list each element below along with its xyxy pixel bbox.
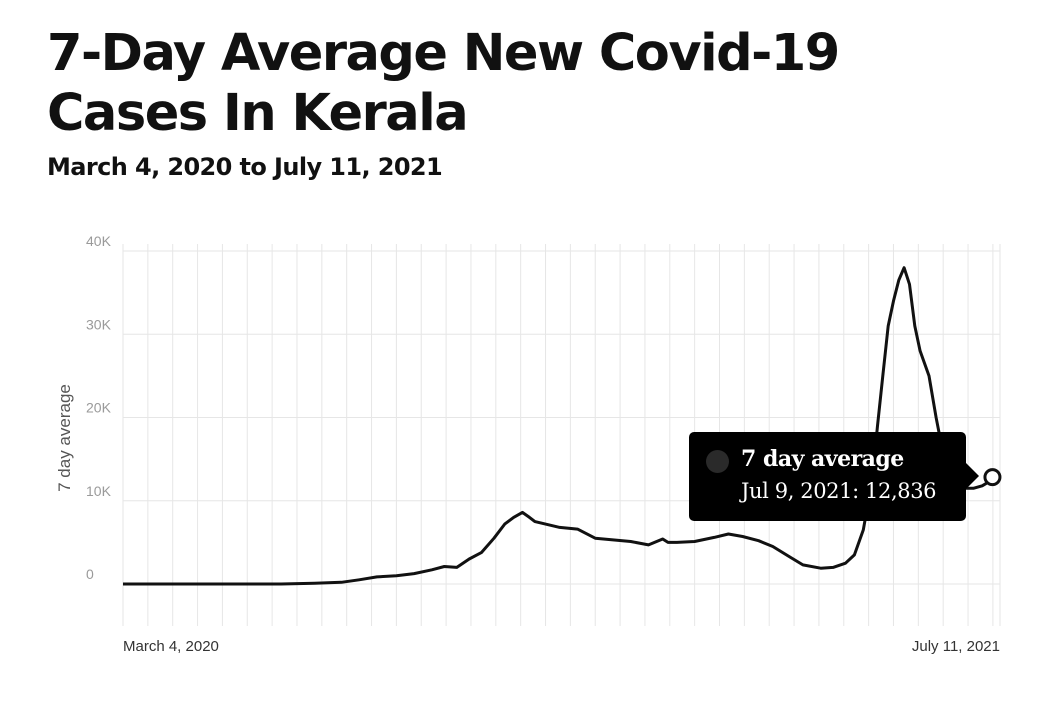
series-line-7-day-average bbox=[123, 266, 998, 586]
x-tick-label: July 11, 2021 bbox=[912, 638, 1000, 655]
y-axis-title: 7 day average bbox=[55, 384, 74, 492]
y-tick-label: 40K bbox=[86, 233, 112, 249]
y-tick-label: 10K bbox=[86, 483, 112, 499]
y-axis-ticks: 0 10K 20K 30K 40K bbox=[86, 233, 112, 582]
series-dot-icon bbox=[706, 450, 729, 473]
data-tooltip: 7 day average Jul 9, 2021: 12,836 bbox=[689, 432, 979, 521]
chart-title: 7-Day Average New Covid-19 Cases In Kera… bbox=[47, 24, 840, 143]
x-tick-label: March 4, 2020 bbox=[123, 638, 219, 655]
chart-subtitle: March 4, 2020 to July 11, 2021 bbox=[47, 153, 443, 181]
y-tick-label: 30K bbox=[86, 316, 112, 332]
tooltip-series-label: 7 day average bbox=[741, 446, 904, 472]
x-axis-ticks: March 4, 2020 July 11, 2021 bbox=[123, 638, 1000, 655]
y-tick-label: 0 bbox=[86, 566, 94, 582]
highlight-data-point[interactable] bbox=[983, 468, 1002, 487]
y-tick-label: 20K bbox=[86, 400, 112, 416]
tooltip-value: Jul 9, 2021: 12,836 bbox=[741, 479, 937, 503]
